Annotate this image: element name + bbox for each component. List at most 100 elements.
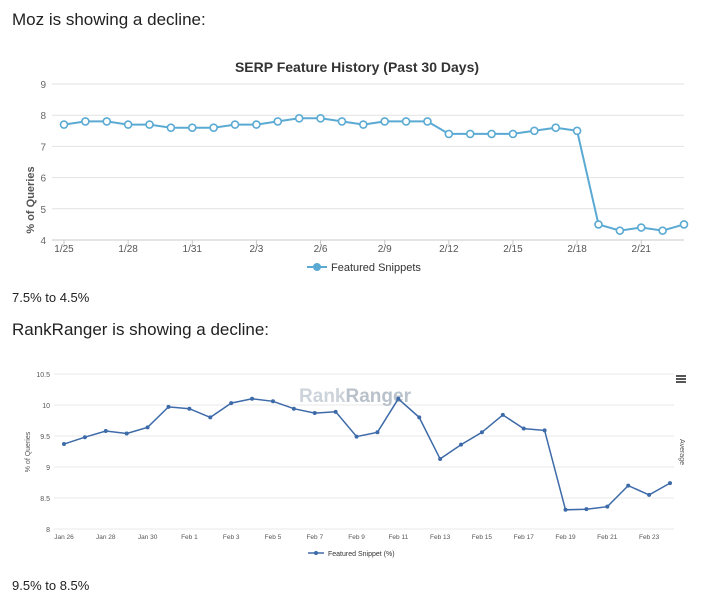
- rr-x-tick: Feb 15: [472, 534, 493, 541]
- rr-data-point[interactable]: [291, 406, 296, 411]
- rr-data-point[interactable]: [250, 396, 255, 401]
- moz-data-point[interactable]: [465, 129, 475, 139]
- moz-legend-marker: [313, 263, 321, 271]
- moz-x-tick: 2/3: [249, 244, 263, 255]
- moz-data-point[interactable]: [401, 117, 411, 126]
- rr-x-tick: Feb 17: [514, 534, 535, 541]
- rr-data-point[interactable]: [500, 412, 505, 417]
- rr-data-point[interactable]: [312, 411, 317, 416]
- rr-data-point[interactable]: [417, 415, 422, 420]
- rr-data-point[interactable]: [479, 430, 484, 435]
- rr-x-tick: Feb 13: [430, 534, 451, 541]
- rr-data-point[interactable]: [521, 426, 526, 431]
- rr-data-point[interactable]: [438, 456, 443, 461]
- moz-summary: 7.5% to 4.5%: [12, 290, 90, 305]
- moz-data-point[interactable]: [636, 223, 646, 232]
- moz-x-axis: 1/25 1/28 1/31 2/3 2/6 2/9 2/12 2/15 2/18 2/21: [54, 240, 651, 255]
- moz-data-point[interactable]: [594, 220, 603, 229]
- rr-data-point[interactable]: [187, 406, 192, 411]
- rr-y-tick: 10.5: [36, 372, 50, 379]
- moz-data-point[interactable]: [615, 226, 625, 235]
- moz-data-point[interactable]: [572, 126, 582, 136]
- rr-data-point[interactable]: [166, 404, 171, 409]
- moz-data-point[interactable]: [187, 123, 197, 132]
- moz-x-tick: 2/18: [567, 244, 587, 255]
- moz-data-point[interactable]: [145, 120, 154, 129]
- chart-menu-icon[interactable]: [676, 374, 686, 384]
- moz-data-point[interactable]: [551, 123, 561, 132]
- rr-x-tick: Feb 7: [306, 534, 323, 541]
- rr-x-tick: Feb 5: [265, 534, 282, 541]
- moz-data-point[interactable]: [209, 123, 218, 132]
- rr-data-point[interactable]: [459, 442, 464, 447]
- rr-y-tick: 9: [46, 465, 50, 472]
- rr-x-axis: Jan 26 Jan 28 Jan 30 Feb 1 Feb 3 Feb 5 Feb 7 Fe…: [54, 534, 659, 541]
- rr-data-point[interactable]: [229, 401, 234, 406]
- moz-legend-label: Featured Snippets: [331, 262, 421, 274]
- moz-data-point[interactable]: [294, 114, 304, 123]
- rr-watermark: RankRanger: [299, 386, 412, 407]
- rr-x-tick: Jan 30: [138, 534, 158, 541]
- moz-data-point[interactable]: [423, 117, 432, 126]
- moz-data-point[interactable]: [316, 114, 325, 123]
- moz-x-tick: 2/21: [632, 244, 652, 255]
- rr-x-tick: Feb 19: [555, 534, 576, 541]
- moz-data-point[interactable]: [380, 117, 389, 126]
- rr-data-point[interactable]: [103, 429, 108, 434]
- rr-data-point[interactable]: [124, 431, 129, 436]
- rr-data-point[interactable]: [563, 507, 568, 512]
- rr-data-point[interactable]: [584, 507, 589, 512]
- rr-data-point[interactable]: [82, 435, 87, 440]
- rr-y-axis: 8 8.5 9 9.5 10 10.5: [36, 372, 50, 534]
- moz-data-point[interactable]: [444, 129, 454, 139]
- moz-data-point[interactable]: [102, 117, 112, 126]
- rr-data-point[interactable]: [375, 430, 380, 435]
- moz-y-tick: 4: [40, 236, 46, 247]
- rr-data-point[interactable]: [208, 415, 213, 420]
- moz-x-tick: 2/12: [439, 244, 459, 255]
- rr-data-point[interactable]: [626, 483, 631, 488]
- moz-legend[interactable]: Featured Snippets: [307, 262, 421, 274]
- rr-data-point[interactable]: [396, 396, 401, 401]
- rr-data-point[interactable]: [647, 492, 652, 497]
- moz-data-point[interactable]: [166, 123, 176, 132]
- moz-data-point[interactable]: [59, 120, 69, 129]
- moz-y-tick: 9: [40, 80, 46, 91]
- moz-series-points: [59, 114, 689, 235]
- moz-data-point[interactable]: [530, 126, 539, 136]
- rr-series-points: [62, 396, 672, 512]
- moz-data-point[interactable]: [230, 120, 240, 129]
- rr-x-tick: Feb 21: [597, 534, 618, 541]
- rr-data-point[interactable]: [354, 434, 359, 439]
- moz-data-point[interactable]: [337, 117, 347, 126]
- rr-x-tick: Feb 23: [639, 534, 660, 541]
- moz-data-point[interactable]: [123, 120, 133, 129]
- rr-data-point[interactable]: [668, 481, 672, 486]
- moz-data-point[interactable]: [679, 220, 689, 229]
- rr-legend[interactable]: Featured Snippet (%): [308, 551, 395, 558]
- moz-y-axis: 4 5 6 7 8 9: [40, 80, 46, 247]
- rr-y-tick: 10: [42, 403, 50, 410]
- moz-data-point[interactable]: [359, 120, 368, 129]
- rr-y-tick: 9.5: [40, 434, 50, 441]
- moz-x-tick: 2/6: [314, 244, 328, 255]
- rr-y-tick: 8: [46, 527, 50, 534]
- rr-data-point[interactable]: [542, 428, 547, 433]
- rankranger-heading: RankRanger is showing a decline:: [12, 320, 270, 339]
- moz-data-point[interactable]: [252, 120, 261, 129]
- rr-data-point[interactable]: [62, 442, 66, 447]
- rr-data-point[interactable]: [605, 504, 610, 509]
- moz-data-point[interactable]: [508, 129, 518, 139]
- moz-data-point[interactable]: [487, 129, 496, 139]
- rr-x-tick: Feb 9: [348, 534, 365, 541]
- rr-x-tick: Jan 26: [54, 534, 74, 541]
- rr-data-point[interactable]: [145, 425, 150, 430]
- rr-y-tick: 8.5: [40, 496, 50, 503]
- moz-y-tick: 8: [40, 111, 46, 122]
- rr-data-point[interactable]: [270, 399, 275, 404]
- moz-data-point[interactable]: [81, 117, 90, 126]
- rr-x-tick: Jan 28: [96, 534, 116, 541]
- moz-data-point[interactable]: [658, 226, 667, 235]
- moz-data-point[interactable]: [273, 117, 283, 126]
- rr-data-point[interactable]: [333, 409, 338, 414]
